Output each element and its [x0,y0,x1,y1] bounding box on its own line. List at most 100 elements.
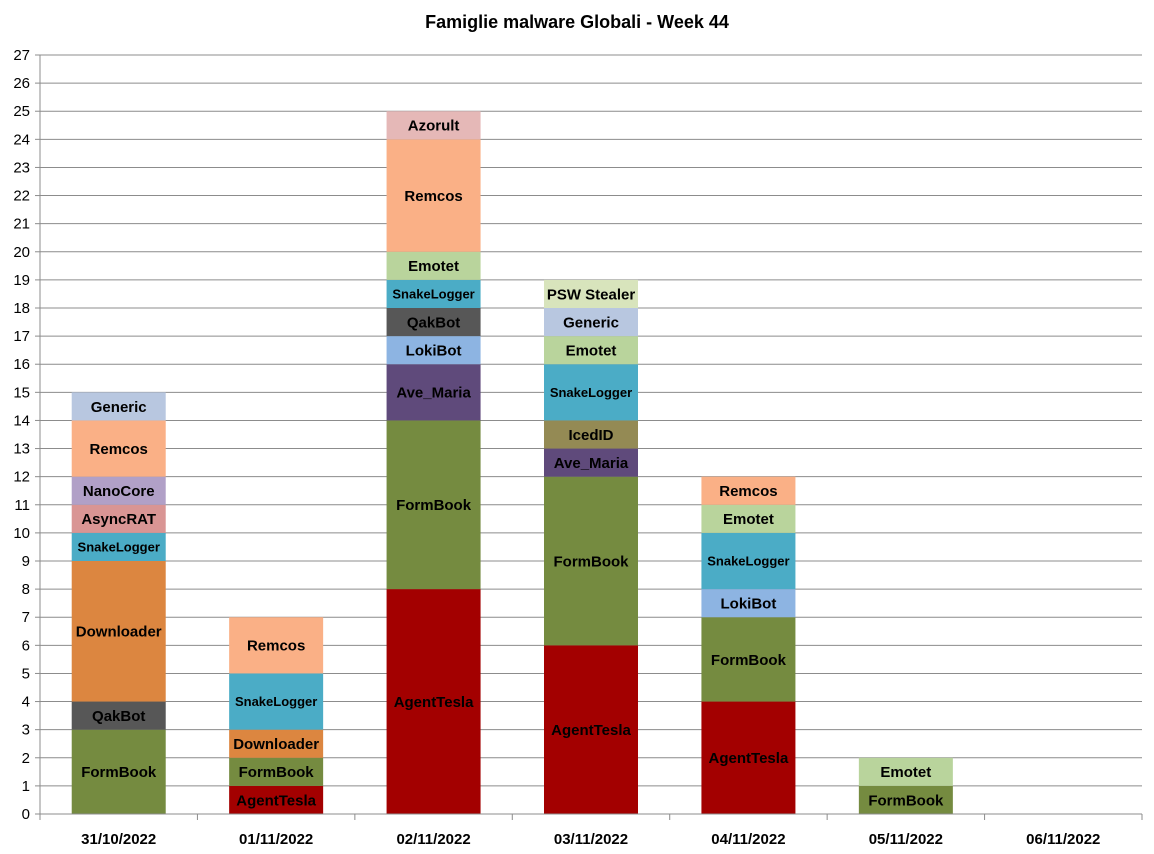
bar-segment-agenttesla [229,785,324,814]
bar-segment-remcos [701,476,796,505]
x-tick-label: 01/11/2022 [239,831,313,848]
bar-segment-agenttesla [544,645,638,814]
bar-segment-psw-stealer [544,279,638,308]
bar-segment-azorult [386,111,481,140]
bar-segment-label: LokiBot [721,596,777,613]
bar-segment-label: SnakeLogger [707,554,789,569]
bars: FormBook QakBot Downloader SnakeLogger Async… [71,111,953,814]
y-tick-label: 13 [13,441,30,458]
bar-segment-label: AsyncRAT [81,511,156,528]
bar-segment-label: LokiBot [406,343,462,360]
bar-segment-label: QakBot [407,314,460,331]
bar-segment-formbook [71,729,166,814]
bar-segment-snakelogger [701,532,796,590]
bar-segment-label: Remcos [404,188,462,205]
bar-segment-formbook [858,785,953,814]
y-tick-label: 11 [14,497,30,514]
y-tick-label: 2 [22,750,30,767]
bar-segment-label: PSW Stealer [547,286,636,303]
bar-segment-snakelogger [544,364,638,421]
bar-segment-emotet [701,504,796,533]
bar-segment-generic [544,308,638,337]
y-tick-label: 5 [22,665,30,682]
bar-segment-qakbot [386,308,481,337]
bar-segment-formbook [701,617,796,702]
bar-segment-label: Ave_Maria [396,385,471,402]
y-tick-label: 9 [22,553,30,570]
bar-segment-downloader [229,729,324,758]
bar-segment-label: AgentTesla [551,722,631,739]
bar-segment-label: SnakeLogger [78,540,160,555]
y-tick-label: 18 [13,300,30,317]
x-tick-label: 03/11/2022 [554,831,628,848]
bar-segment-label: AgentTesla [709,750,789,767]
bar-segment-lokibot [386,336,481,365]
bar-segment-label: FormBook [868,792,944,809]
bar-segment-label: FormBook [554,553,630,570]
bar-segment-label: Emotet [566,343,617,360]
bar-segment-lokibot [701,589,796,618]
bar-segment-label: Remcos [719,483,777,500]
bar-segment-ave-maria [386,364,481,421]
bar-segment-qakbot [71,701,166,730]
y-tick-label: 16 [13,356,30,373]
bar-segment-label: Downloader [76,624,162,641]
y-tick-label: 25 [13,103,30,120]
bar-segment-icedid [544,420,638,449]
bar-segment-generic [71,392,166,421]
bar-segment-label: Remcos [90,441,148,458]
bar-segment-ave-maria [544,448,638,477]
bar-segment-snakelogger [229,673,324,730]
y-tick-label: 1 [22,778,30,795]
bar-segment-formbook [544,476,638,646]
bar-segment-label: Remcos [247,638,305,655]
bar-segment-snakelogger [71,532,166,561]
bar-segment-remcos [229,617,324,674]
bar-segment-formbook [386,420,481,590]
bar-segment-label: IcedID [568,427,613,444]
bar-segment-label: QakBot [92,708,145,725]
bar-segment-label: Emotet [408,258,459,275]
y-axis: 0123456789101112131415161718192021222324… [13,47,41,823]
bar-segment-label: SnakeLogger [550,385,632,400]
bar-segment-label: Generic [91,399,147,416]
x-tick-label: 02/11/2022 [396,831,470,848]
bar-segment-downloader [71,561,166,702]
chart-title: Famiglie malware Globali - Week 44 [425,12,729,32]
y-tick-label: 10 [13,525,30,542]
y-tick-label: 20 [13,244,30,261]
bar-segment-label: Ave_Maria [554,455,629,472]
bar-segment-emotet [386,251,481,280]
x-tick-label: 06/11/2022 [1026,831,1100,848]
bar-segment-asyncrat [71,504,166,533]
y-tick-label: 15 [13,384,30,401]
bar-segment-label: Downloader [233,736,319,753]
bar-segment-nanocore [71,476,166,505]
bar-segment-label: AgentTesla [236,792,316,809]
bar-segment-label: NanoCore [83,483,155,500]
bar-segment-label: FormBook [711,652,787,669]
x-tick-label: 31/10/2022 [81,831,156,848]
bar-segment-label: FormBook [81,764,157,781]
x-tick-label: 04/11/2022 [711,831,785,848]
y-tick-label: 0 [22,806,30,823]
bar-segment-formbook [229,757,324,786]
y-tick-label: 19 [13,272,30,289]
bar-segment-label: Azorult [408,118,460,135]
bar-segment-agenttesla [701,701,796,814]
bar-segment-remcos [386,139,481,252]
y-tick-label: 24 [13,131,30,148]
y-tick-label: 6 [22,637,30,654]
bar-segment-snakelogger [386,279,481,308]
bar-segment-remcos [71,420,166,477]
y-tick-label: 26 [13,75,30,92]
y-tick-label: 7 [22,609,30,626]
x-tick-label: 05/11/2022 [869,831,943,848]
y-tick-label: 14 [13,412,30,429]
y-tick-label: 4 [22,694,30,711]
bar-segment-label: FormBook [396,497,472,514]
bar-segment-label: Emotet [723,511,774,528]
bar-segment-label: Generic [563,314,619,331]
y-tick-label: 17 [13,328,30,345]
